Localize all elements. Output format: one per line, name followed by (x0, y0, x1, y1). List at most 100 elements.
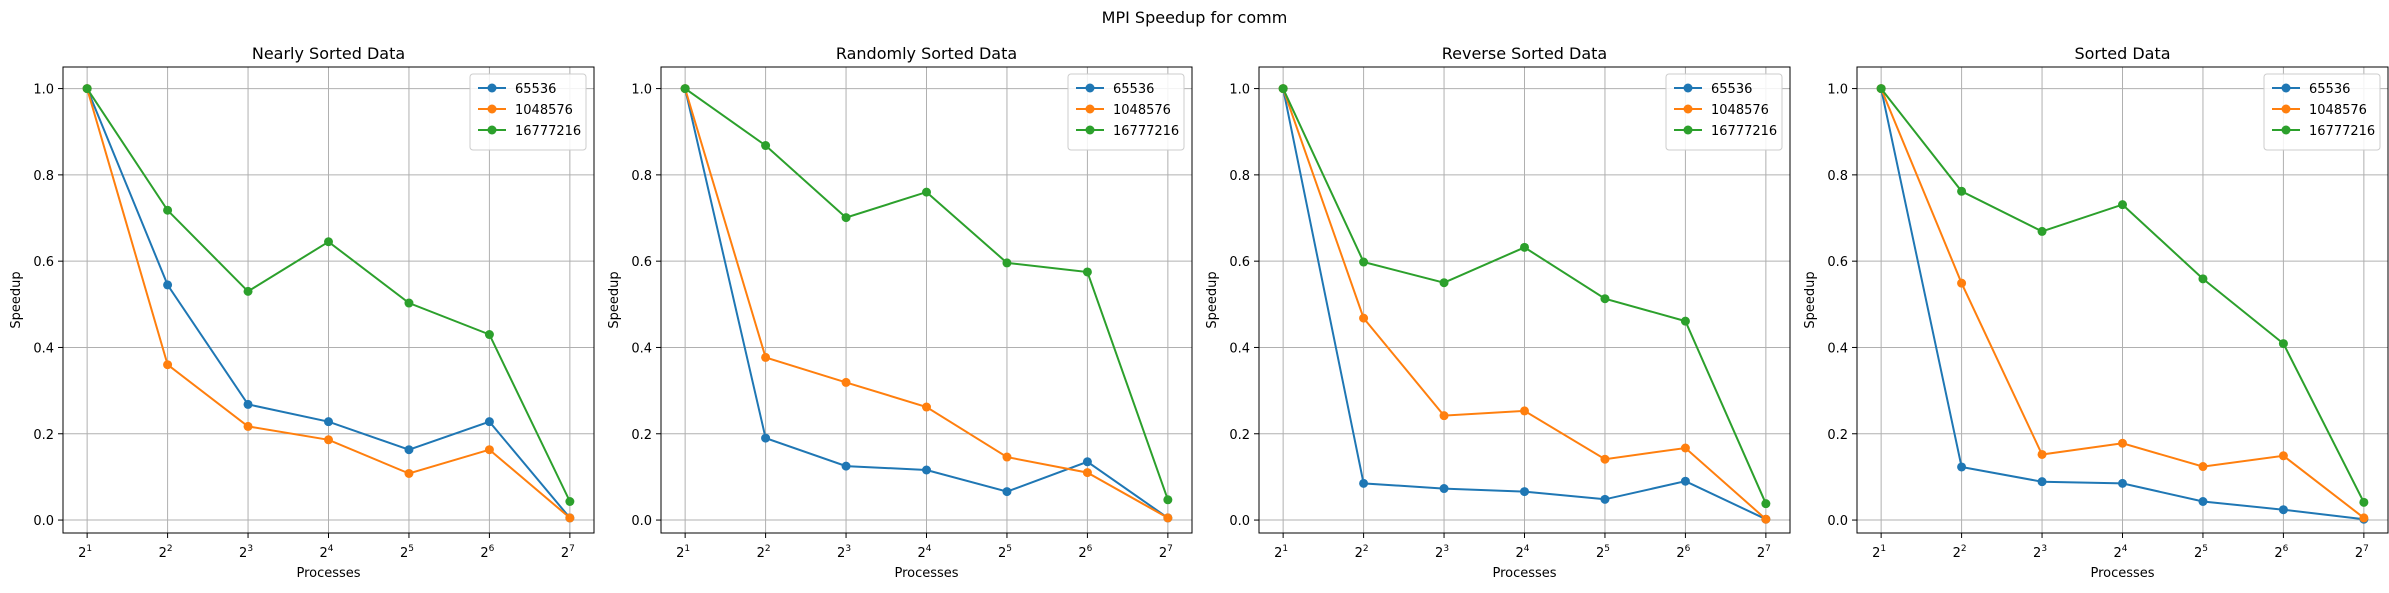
data-point-65536 (1439, 484, 1449, 494)
legend-swatch-marker (1085, 125, 1095, 135)
data-point-16777216 (1876, 84, 1886, 94)
figure-title: MPI Speedup for comm (1102, 8, 1288, 27)
legend-swatch-marker (1683, 125, 1693, 135)
data-point-1048576 (2198, 462, 2208, 472)
x-tick-label: 26 (2274, 544, 2288, 561)
data-point-1048576 (1957, 278, 1967, 288)
x-tick-base: 2 (1355, 546, 1363, 561)
data-point-1048576 (243, 421, 253, 431)
x-tick-base: 2 (1757, 546, 1765, 561)
legend-swatch-marker (487, 104, 497, 114)
data-point-1048576 (1761, 514, 1771, 524)
subplot-title: Reverse Sorted Data (1442, 44, 1607, 63)
x-tick-base: 2 (480, 546, 488, 561)
data-point-65536 (243, 399, 253, 409)
y-tick-label: 0.6 (631, 255, 652, 270)
data-point-1048576 (324, 435, 333, 445)
data-point-65536 (2037, 477, 2047, 487)
data-point-16777216 (1520, 242, 1529, 252)
data-point-16777216 (2359, 497, 2369, 507)
data-point-1048576 (2359, 513, 2369, 523)
x-tick-base: 2 (2113, 546, 2121, 561)
data-point-16777216 (841, 213, 851, 223)
legend: 65536 1048576 16777216 (1067, 73, 1185, 151)
subplot-title: Nearly Sorted Data (252, 44, 405, 63)
legend-swatch-marker (1085, 104, 1095, 114)
legend-swatch-marker (2281, 104, 2291, 114)
data-point-1048576 (1680, 443, 1690, 453)
x-tick-label: 25 (400, 544, 414, 561)
axes-frame (62, 66, 595, 534)
y-tick-label: 0.6 (1229, 255, 1250, 270)
data-point-65536 (922, 465, 931, 475)
legend-label: 65536 (1711, 82, 1752, 97)
x-tick-base: 2 (998, 546, 1006, 561)
data-point-16777216 (404, 298, 414, 308)
y-tick-label: 0.8 (33, 169, 54, 184)
legend-swatch-marker (487, 83, 497, 93)
x-tick-exponent: 1 (1880, 544, 1886, 554)
x-tick-label: 24 (917, 544, 931, 561)
x-tick-exponent: 7 (1765, 544, 1771, 554)
x-tick-label: 21 (78, 544, 92, 561)
data-point-1048576 (761, 352, 771, 362)
y-tick-label: 1.0 (631, 83, 652, 98)
x-tick-base: 2 (400, 546, 408, 561)
x-tick-exponent: 6 (1087, 544, 1093, 554)
y-tick-label: 0.0 (1827, 514, 1848, 529)
axes-frame (1258, 66, 1791, 534)
legend-label: 65536 (515, 82, 556, 97)
legend-label: 1048576 (2309, 103, 2367, 118)
x-tick-label: 22 (1953, 544, 1967, 561)
subplot-2: 0.00.20.40.60.81.021 22 23 24 25 26 27Randomly… (607, 44, 1193, 581)
y-tick-label: 0.6 (1827, 255, 1848, 270)
data-point-1048576 (922, 402, 931, 412)
x-tick-base: 2 (676, 546, 684, 561)
x-tick-base: 2 (78, 546, 86, 561)
legend-label: 1048576 (1711, 103, 1769, 118)
y-tick-label: 0.8 (1827, 169, 1848, 184)
data-point-16777216 (922, 187, 931, 197)
x-tick-base: 2 (561, 546, 569, 561)
data-point-16777216 (1439, 278, 1449, 288)
y-tick-label: 0.2 (1229, 428, 1250, 443)
x-tick-exponent: 6 (1685, 544, 1691, 554)
x-tick-label: 22 (159, 544, 173, 561)
y-tick-label: 0.4 (1827, 341, 1848, 356)
x-tick-label: 27 (2355, 544, 2369, 561)
axes-frame (660, 66, 1193, 534)
x-tick-exponent: 4 (926, 544, 932, 554)
x-tick-base: 2 (1435, 546, 1443, 561)
x-tick-base: 2 (1274, 546, 1282, 561)
x-tick-base: 2 (837, 546, 845, 561)
legend: 65536 1048576 16777216 (1665, 73, 1783, 151)
y-tick-label: 1.0 (33, 83, 54, 98)
x-tick-label: 26 (1676, 544, 1690, 561)
x-tick-exponent: 4 (2122, 544, 2128, 554)
x-tick-label: 23 (2033, 544, 2047, 561)
x-tick-exponent: 2 (167, 544, 173, 554)
legend-label: 16777216 (2309, 124, 2375, 139)
legend: 65536 1048576 16777216 (2263, 73, 2381, 151)
data-point-65536 (163, 280, 173, 290)
y-tick-label: 0.8 (631, 169, 652, 184)
x-tick-base: 2 (2355, 546, 2363, 561)
data-point-1048576 (1359, 313, 1369, 323)
data-point-16777216 (1761, 499, 1771, 509)
data-point-16777216 (163, 205, 173, 215)
x-tick-label: 27 (561, 544, 575, 561)
legend-label: 65536 (1113, 82, 1154, 97)
data-point-16777216 (680, 84, 690, 94)
x-tick-exponent: 3 (247, 544, 253, 554)
x-tick-exponent: 6 (2283, 544, 2289, 554)
x-tick-exponent: 3 (845, 544, 851, 554)
data-point-1048576 (1439, 411, 1449, 421)
x-tick-base: 2 (1953, 546, 1961, 561)
x-tick-label: 25 (2194, 544, 2208, 561)
legend-swatch-marker (487, 125, 497, 135)
x-axis-label: Processes (1492, 566, 1556, 581)
data-point-1048576 (2118, 438, 2127, 448)
data-point-65536 (841, 461, 851, 471)
x-tick-exponent: 3 (2041, 544, 2047, 554)
